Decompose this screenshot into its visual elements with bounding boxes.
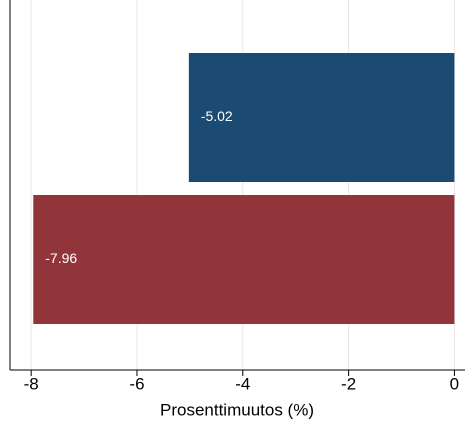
bar — [188, 53, 455, 182]
x-axis-label: Prosenttimuutos (%) — [160, 400, 314, 419]
x-tick-label: 0 — [450, 374, 459, 393]
x-tick-label: -4 — [235, 374, 250, 393]
value-label: -7.96 — [45, 250, 77, 266]
value-label: -5.02 — [201, 108, 233, 124]
x-tick-label: -2 — [341, 374, 356, 393]
x-tick-label: -8 — [24, 374, 39, 393]
bar — [33, 195, 455, 324]
x-tick-label: -6 — [129, 374, 144, 393]
